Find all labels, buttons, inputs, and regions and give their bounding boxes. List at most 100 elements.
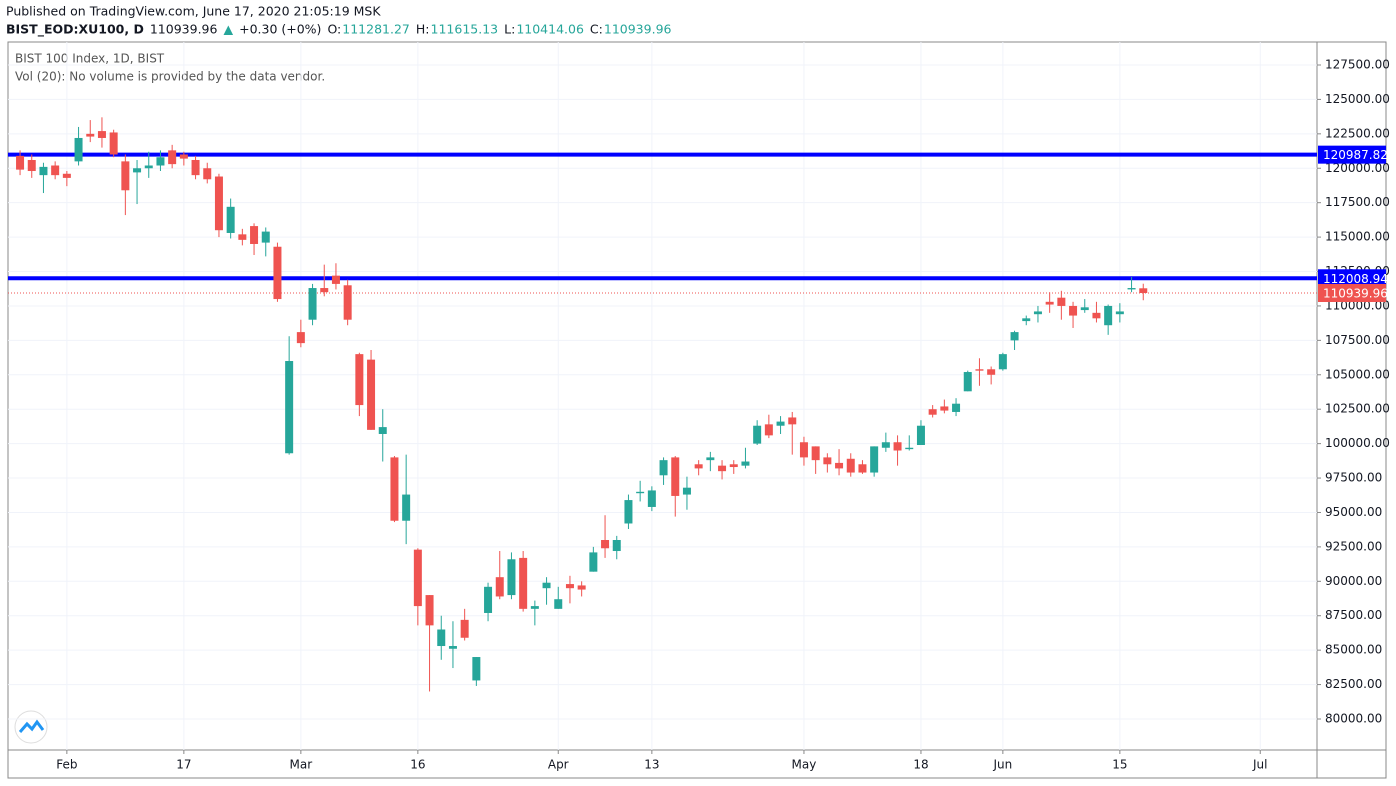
candle-body	[905, 447, 914, 450]
y-tick-label: 95000.00	[1325, 505, 1382, 519]
candle-body	[835, 462, 844, 469]
candle-body	[823, 457, 832, 465]
price-label: 120987.82	[1323, 148, 1388, 162]
candle-body	[706, 457, 715, 461]
y-tick-label: 127500.00	[1325, 57, 1390, 71]
candle-body	[928, 409, 937, 415]
published: Published on TradingView.com, June 17, 2…	[6, 4, 381, 19]
x-tick-label: Jul	[1252, 758, 1267, 772]
candle-body	[133, 168, 142, 173]
candle-body	[1033, 311, 1042, 315]
candle-body	[764, 424, 773, 436]
y-tick-label: 100000.00	[1325, 436, 1390, 450]
x-tick-label: Mar	[290, 758, 313, 772]
logo	[14, 710, 48, 744]
candle-body	[144, 165, 153, 169]
y-tick-label: 105000.00	[1325, 367, 1390, 381]
x-tick-label: 13	[644, 758, 659, 772]
candle-body	[460, 619, 469, 638]
candle-body	[741, 461, 750, 466]
candle-body	[671, 457, 680, 496]
y-tick-label: 82500.00	[1325, 677, 1382, 691]
header-line: BIST_EOD:XU100, D 110939.96 ▲ +0.30 (+0%) O:…	[6, 22, 672, 38]
candle-body	[519, 557, 528, 609]
x-tick-label: Jun	[992, 758, 1012, 772]
candle-body	[27, 159, 36, 172]
candle-body	[378, 427, 387, 434]
header-item: 110939.96	[150, 22, 218, 37]
candle-body	[437, 629, 446, 647]
candle-body	[1139, 288, 1148, 293]
candle-body	[987, 369, 996, 375]
header-item: ▲	[223, 22, 233, 37]
candle-body	[636, 491, 645, 494]
candle-body	[39, 166, 48, 176]
candle-body	[425, 595, 434, 626]
candle-body	[390, 457, 399, 521]
candle-body	[320, 288, 329, 293]
y-tick-label: 87500.00	[1325, 608, 1382, 622]
y-tick-label: 97500.00	[1325, 471, 1382, 485]
candle-body	[718, 465, 727, 472]
candle-body	[612, 540, 621, 552]
header-item: BIST_EOD:XU100, D	[6, 22, 144, 38]
candle-body	[554, 599, 563, 609]
candle-body	[1092, 312, 1101, 319]
y-tick-label: 102500.00	[1325, 402, 1390, 416]
candle-body	[788, 417, 797, 425]
candle-body	[250, 226, 259, 244]
header-item: 110939.96	[604, 22, 672, 37]
candle-body	[1010, 332, 1019, 341]
x-tick-label: Feb	[56, 758, 77, 772]
y-tick-label: 122500.00	[1325, 126, 1390, 140]
candle-body	[1069, 305, 1078, 316]
candle-body	[1022, 318, 1031, 322]
pane-title: BIST 100 Index, 1D, BIST	[15, 52, 165, 66]
candle-body	[565, 584, 574, 589]
candle-body	[86, 133, 95, 137]
candle-body	[811, 446, 820, 461]
header-item: L:	[504, 22, 515, 37]
candle-body	[682, 487, 691, 495]
candle-body	[507, 559, 516, 596]
candle-body	[331, 275, 340, 284]
candle-body	[308, 288, 317, 320]
candle-body	[729, 464, 738, 468]
x-tick-label: 15	[1112, 758, 1127, 772]
candle-body	[577, 585, 586, 590]
candle-body	[659, 460, 668, 476]
candle-body	[203, 168, 212, 180]
candle-body	[916, 425, 925, 446]
x-tick-label: May	[792, 758, 817, 772]
candle-body	[881, 442, 890, 448]
candle-body	[1127, 288, 1136, 290]
volume-note: Vol (20): No volume is provided by the d…	[15, 70, 325, 84]
candle-body	[1057, 297, 1066, 306]
header-item: 110414.06	[516, 22, 584, 37]
candle-body	[121, 161, 130, 191]
y-tick-label: 90000.00	[1325, 574, 1382, 588]
x-tick-label: 16	[410, 758, 425, 772]
candle-body	[367, 359, 376, 430]
candle-body	[1115, 311, 1124, 315]
price-label-bg	[1318, 145, 1386, 164]
candle-body	[168, 150, 177, 165]
candle-body	[226, 206, 235, 233]
candle-body	[530, 606, 539, 609]
candle-body	[413, 549, 422, 607]
chart-frame	[7, 41, 1387, 779]
price-label-bg	[1318, 283, 1386, 302]
candle-body	[952, 403, 961, 412]
candle-body	[975, 369, 984, 371]
candle-body	[542, 582, 551, 589]
candle-body	[647, 490, 656, 507]
candle-body	[238, 234, 247, 240]
candle-body	[963, 372, 972, 392]
candle-body	[97, 131, 106, 138]
candle-body	[799, 442, 808, 458]
x-tick-label: 17	[176, 758, 191, 772]
candle-body	[940, 406, 949, 411]
price-label-bg	[1318, 269, 1386, 288]
candle-body	[179, 154, 188, 159]
